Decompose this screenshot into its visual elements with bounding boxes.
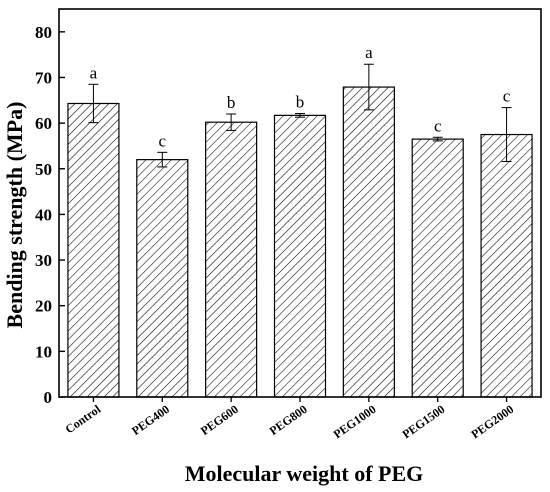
significance-label-2: b <box>227 93 236 112</box>
significance-label-0: a <box>90 63 98 82</box>
bar-peg400 <box>136 159 189 398</box>
x-tick-label-0: Control <box>63 402 104 437</box>
y-tick-label-4: 40 <box>35 205 52 224</box>
y-tick-label-2: 20 <box>35 297 52 316</box>
y-tick-label-1: 10 <box>35 342 52 361</box>
y-axis-label: Bending strength (MPa) <box>2 102 27 329</box>
bar-peg600 <box>205 121 258 398</box>
significance-label-1: c <box>159 131 167 150</box>
x-tick-label-5: PEG1500 <box>400 402 448 441</box>
bar-control <box>67 102 120 398</box>
significance-label-6: c <box>503 87 511 106</box>
bar-peg1500 <box>411 138 464 398</box>
y-tick-label-6: 60 <box>35 114 52 133</box>
significance-label-4: a <box>365 43 373 62</box>
bar-peg800 <box>273 114 327 398</box>
y-tick-label-8: 80 <box>35 23 52 42</box>
bar-peg1000 <box>342 86 395 398</box>
y-tick-label-7: 70 <box>35 68 52 87</box>
x-tick-label-3: PEG800 <box>267 402 310 438</box>
x-tick-label-1: PEG400 <box>129 402 172 438</box>
bar-peg2000 <box>480 133 533 398</box>
y-tick-label-5: 50 <box>35 160 52 179</box>
significance-label-5: c <box>434 116 442 135</box>
x-tick-label-2: PEG600 <box>198 402 241 438</box>
y-tick-label-3: 30 <box>35 251 52 270</box>
x-tick-label-6: PEG2000 <box>468 402 516 441</box>
y-tick-label-0: 0 <box>44 388 53 407</box>
significance-label-3: b <box>296 93 305 112</box>
x-tick-label-4: PEG1000 <box>331 402 379 441</box>
plot-area: 0 10 20 30 40 50 60 70 80 a Control c PEG400 b PEG600 b… <box>35 8 542 441</box>
x-axis-label: Molecular weight of PEG <box>185 461 424 486</box>
